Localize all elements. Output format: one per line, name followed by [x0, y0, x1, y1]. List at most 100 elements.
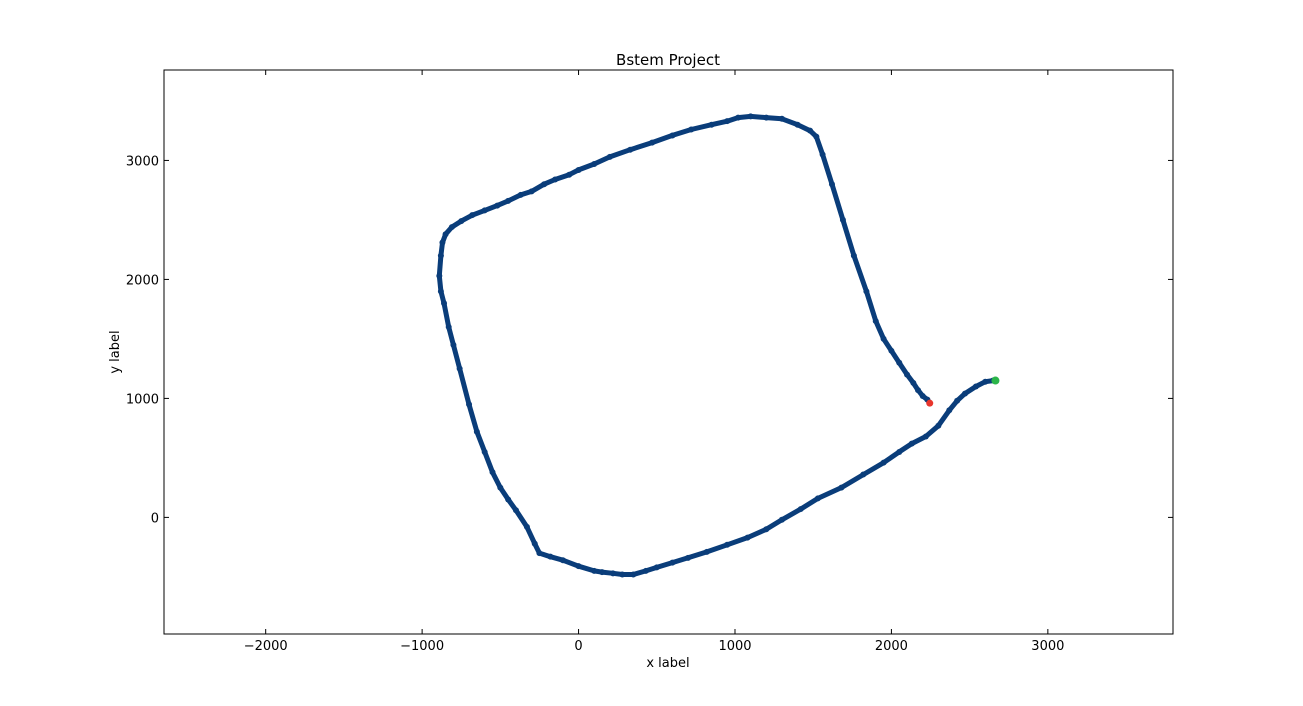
trajectory-point	[744, 534, 751, 541]
trajectory-point	[724, 541, 731, 548]
trajectory-point	[591, 567, 598, 574]
trajectory-point	[517, 191, 524, 198]
y-tick-label: 1000	[126, 392, 159, 407]
trajectory-point	[888, 347, 895, 354]
trajectory-point	[494, 202, 501, 209]
trajectory-point	[778, 115, 785, 122]
trajectory-point	[531, 540, 538, 547]
trajectory-point	[763, 114, 770, 121]
trajectory-point	[747, 113, 754, 120]
trajectory-point	[481, 207, 488, 214]
trajectory-point	[528, 188, 535, 195]
trajectory-point	[703, 548, 710, 555]
x-tick-label: 3000	[1031, 639, 1064, 654]
trajectory-point	[982, 378, 989, 385]
plot-area: −2000 −1000 0 1000 2000 3000 0 1000 2000 3000	[126, 70, 1173, 654]
x-axis-label: x label	[646, 656, 689, 671]
x-tick-label: −2000	[244, 639, 288, 654]
trajectory-point	[630, 571, 637, 578]
trajectory-point	[880, 459, 887, 466]
trajectory-point	[880, 335, 887, 342]
trajectory-point	[473, 428, 480, 435]
start-point-marker	[991, 376, 1000, 385]
trajectory-point	[627, 146, 634, 153]
x-tick-label: 0	[574, 639, 582, 654]
trajectory-point	[442, 231, 449, 238]
trajectory-point	[908, 440, 915, 447]
trajectory-point	[448, 224, 455, 231]
trajectory-point	[653, 564, 660, 571]
trajectory-point	[838, 484, 845, 491]
trajectory-point	[807, 127, 814, 134]
trajectory-point	[794, 121, 801, 128]
end-point-marker	[926, 399, 934, 407]
trajectory-point	[649, 139, 656, 146]
y-axis-label: y label	[108, 330, 123, 373]
trajectory-point	[450, 341, 457, 348]
trajectory-point	[954, 397, 961, 404]
trajectory-point	[763, 526, 770, 533]
trajectory-point	[813, 133, 820, 140]
trajectory-point	[505, 197, 512, 204]
trajectory-point	[466, 401, 473, 408]
trajectory-point	[819, 151, 826, 158]
trajectory-point	[642, 567, 649, 574]
trajectory-point	[915, 387, 922, 394]
trajectory-point	[619, 571, 626, 578]
trajectory-point	[445, 324, 452, 331]
trajectory-point	[904, 371, 911, 378]
trajectory-point	[972, 383, 979, 390]
x-tick-label: 1000	[718, 639, 751, 654]
trajectory-point	[839, 216, 846, 223]
trajectory-point	[436, 272, 443, 279]
trajectory-point	[536, 550, 543, 557]
plot-frame	[163, 69, 1174, 635]
x-tick-label: −1000	[400, 639, 444, 654]
trajectory-point	[523, 523, 530, 530]
trajectory-point	[896, 448, 903, 455]
trajectory-point	[541, 181, 548, 188]
trajectory-point	[559, 557, 566, 564]
trajectory-point	[566, 171, 573, 178]
trajectory-point	[575, 166, 582, 173]
y-tick-label: 0	[151, 511, 159, 526]
trajectory-point	[669, 559, 676, 566]
trajectory-point	[552, 176, 559, 183]
chart-title: Bstem Project	[616, 51, 720, 69]
trajectory-point	[922, 433, 929, 440]
trajectory-point	[669, 132, 676, 139]
trajectory-point	[439, 239, 446, 246]
trajectory-point	[910, 379, 917, 386]
trajectory-point	[575, 563, 582, 570]
y-tick-label: 2000	[126, 273, 159, 288]
trajectory-point	[724, 118, 731, 125]
trajectory-point	[946, 407, 953, 414]
trajectory-point	[919, 393, 926, 400]
trajectory-point	[961, 390, 968, 397]
trajectory-point	[685, 554, 692, 561]
trajectory-point	[437, 252, 444, 259]
trajectory-point	[860, 471, 867, 478]
trajectory-point	[441, 300, 448, 307]
trajectory-point	[456, 365, 463, 372]
series-trace-line	[436, 113, 996, 577]
trajectory-point	[863, 288, 870, 295]
trajectory-point	[850, 252, 857, 259]
x-tick-label: 2000	[875, 639, 908, 654]
trajectory-point	[469, 212, 476, 219]
trajectory-point	[437, 288, 444, 295]
trajectory-point	[489, 469, 496, 476]
trajectory-point	[688, 126, 695, 133]
trajectory-point	[872, 318, 879, 325]
trajectory-point	[481, 448, 488, 455]
trajectory-point	[735, 114, 742, 121]
trajectory-point	[458, 218, 465, 225]
trajectory-point	[497, 484, 504, 491]
trajectory-point	[708, 121, 715, 128]
trajectory-point	[606, 153, 613, 160]
trajectory-point	[512, 507, 519, 514]
trajectory-point	[896, 359, 903, 366]
trajectory-point	[609, 570, 616, 577]
trajectory-point	[591, 161, 598, 167]
